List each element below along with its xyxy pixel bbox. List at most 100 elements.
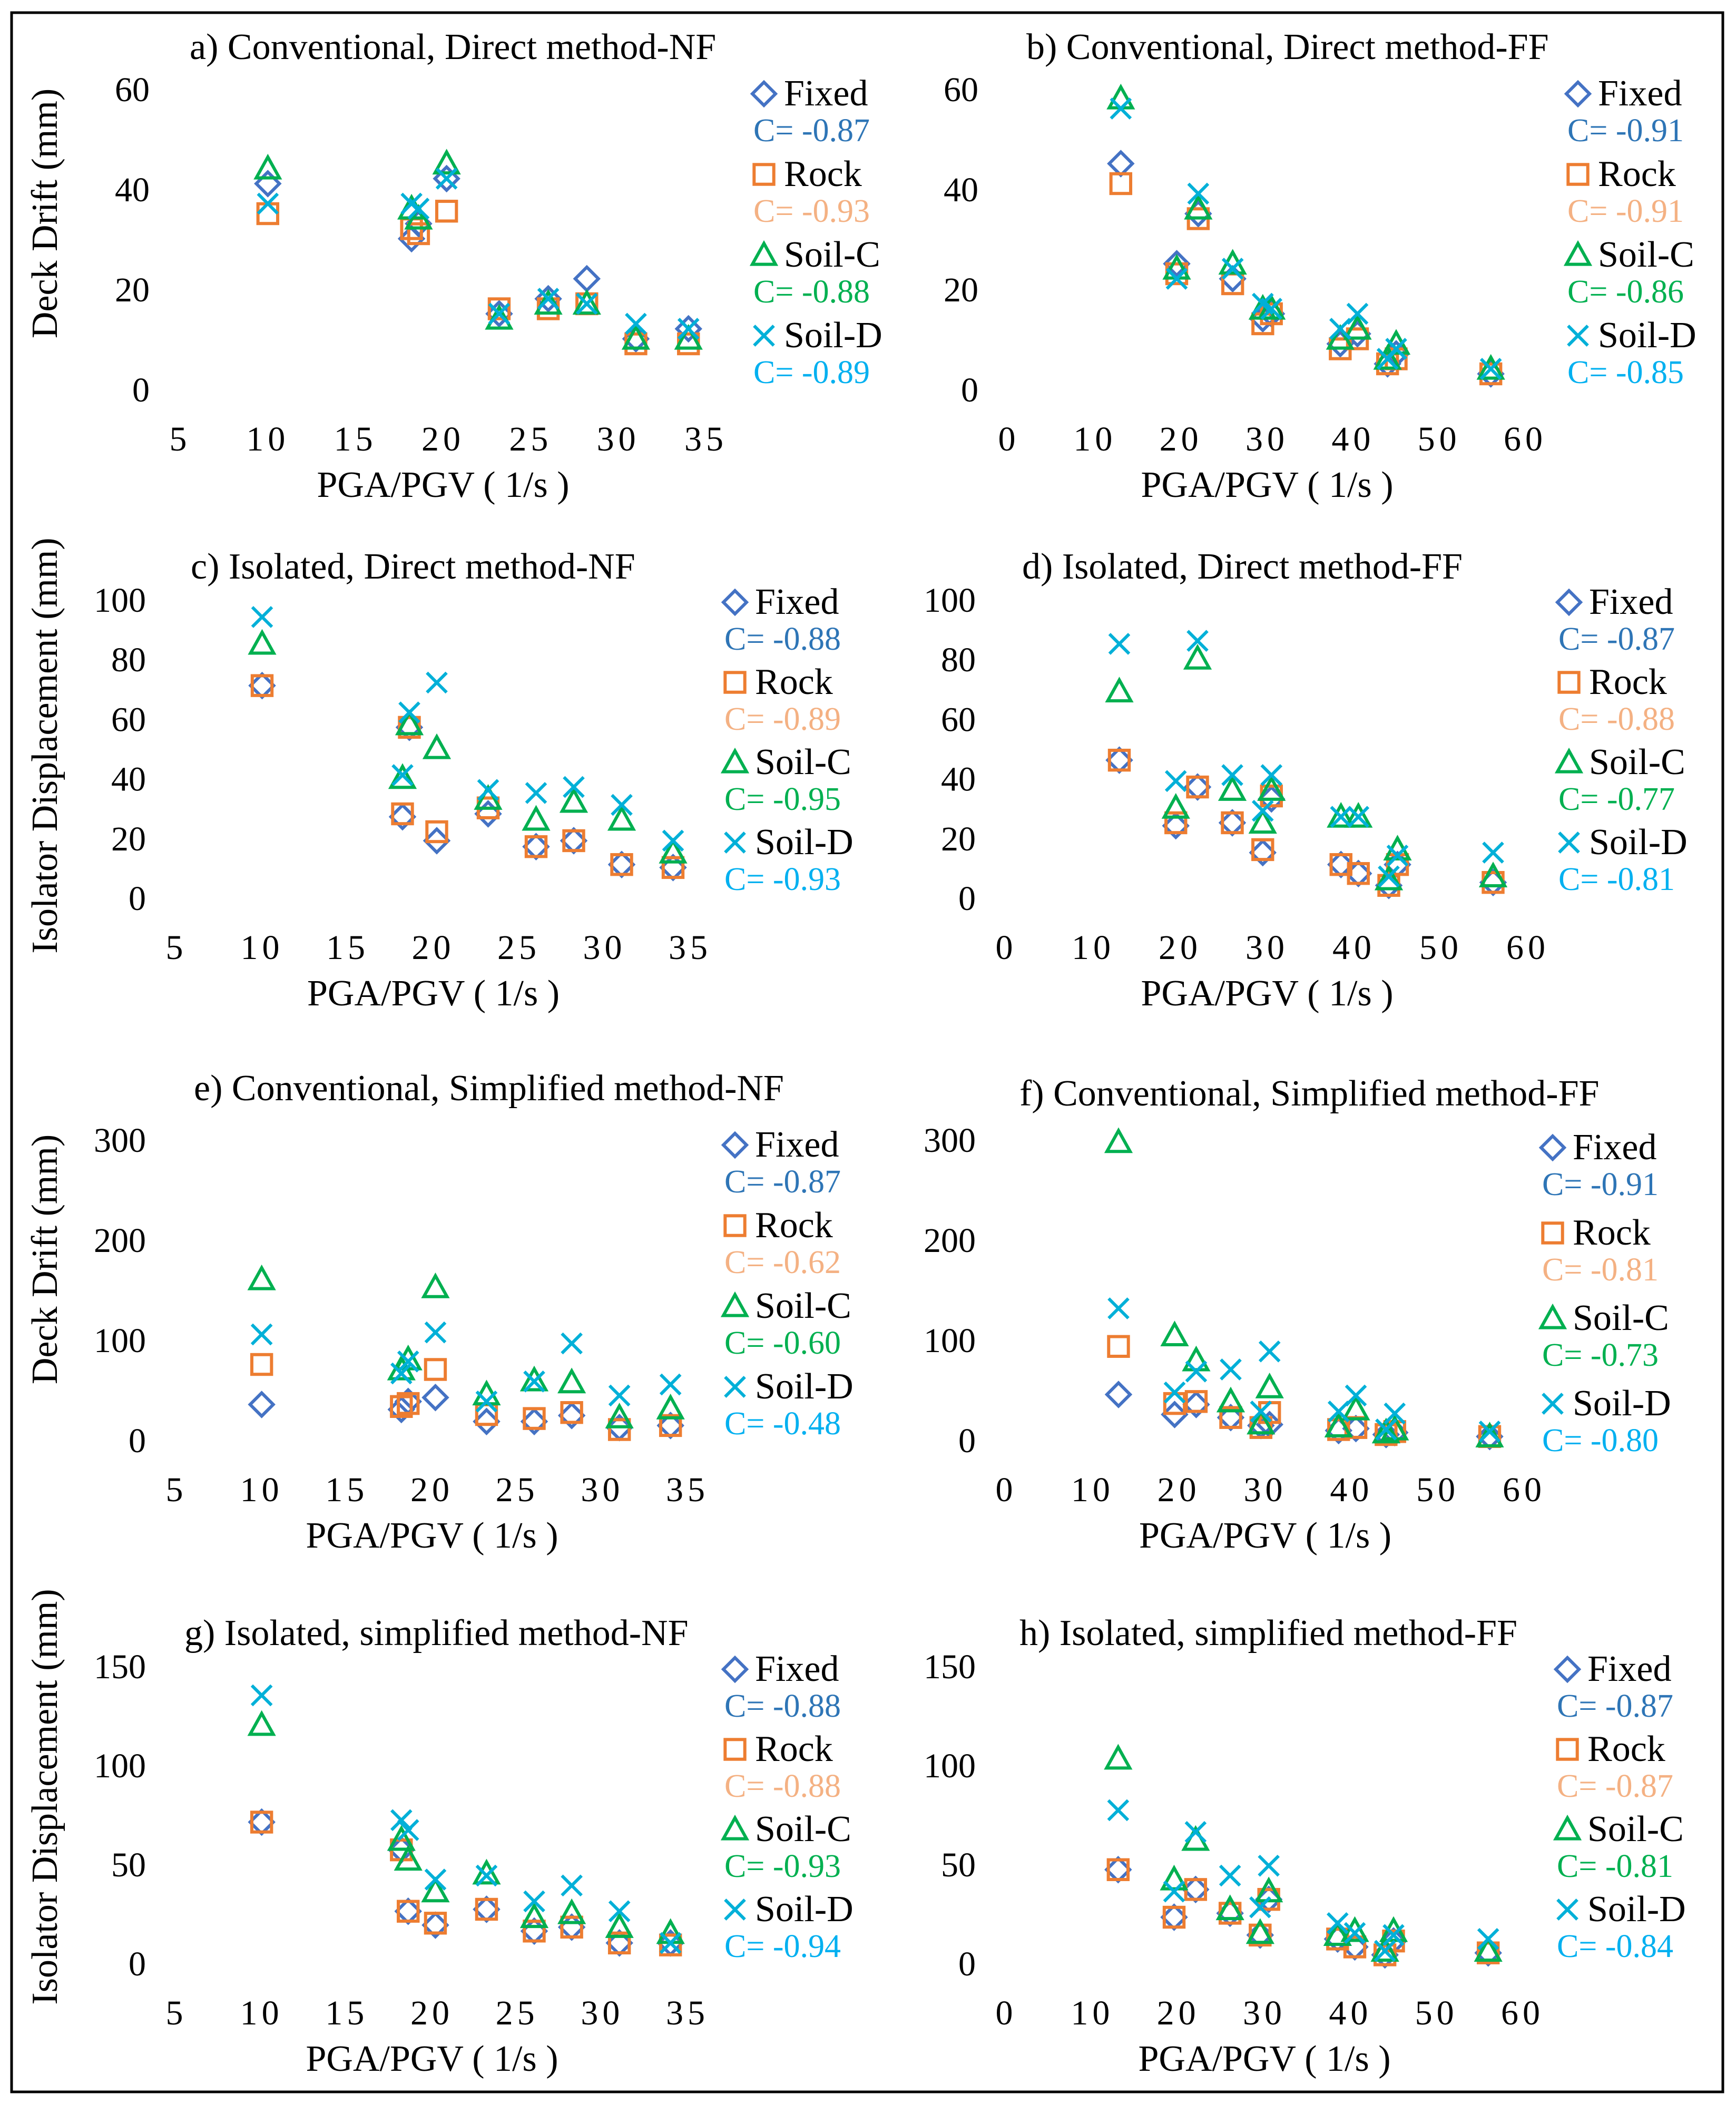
- data-point-soil-d: [677, 318, 700, 340]
- data-point-soil-d: [1378, 865, 1400, 888]
- data-point-soil-d: [250, 1684, 273, 1707]
- legend-label-rock: Rock: [1587, 1729, 1665, 1769]
- x-tick-label: 5: [166, 1994, 188, 2032]
- y-tick-label: 0: [129, 1945, 146, 1983]
- legend-label-soil-d: Soil-D: [1573, 1383, 1671, 1424]
- y-tick-label: 100: [924, 1747, 976, 1785]
- data-point-rock: [1164, 811, 1188, 835]
- data-point-soil-d: [257, 192, 279, 215]
- data-point-soil-c: [404, 203, 433, 230]
- panel-a: a) Conventional, Direct method-NF 0 20 40 60…: [115, 27, 882, 505]
- data-point-fixed: [1182, 1875, 1210, 1904]
- data-point-soil-c: [519, 1902, 549, 1929]
- x-tick-label: 10: [1072, 928, 1115, 967]
- data-point-soil-d: [575, 292, 598, 315]
- x-tick-label: 20: [410, 1994, 454, 2032]
- data-point-fixed: [1218, 809, 1247, 837]
- data-point-fixed: [1160, 1903, 1188, 1931]
- legend-label-soil-c: Soil-C: [755, 742, 851, 782]
- legend-marker-soil-d: [724, 831, 746, 854]
- figure-border: [10, 11, 1724, 2093]
- data-point-soil-d: [1258, 1854, 1280, 1877]
- data-point-soil-c: [1476, 354, 1505, 380]
- data-point-soil-d: [475, 1864, 498, 1887]
- correlation-label-soil-c: C= -0.81: [1557, 1848, 1673, 1884]
- correlation-label-soil-d: C= -0.89: [753, 355, 870, 390]
- x-tick-label: 40: [1331, 420, 1375, 458]
- data-point-soil-d: [250, 1323, 273, 1346]
- x-tick-label: 10: [240, 1471, 283, 1509]
- data-point-soil-c: [1344, 802, 1373, 828]
- data-point-rock: [391, 802, 414, 826]
- data-point-fixed: [473, 1895, 501, 1923]
- chart-title: h) Isolated, simplified method-FF: [1019, 1613, 1517, 1653]
- data-point-soil-d: [537, 288, 560, 310]
- data-point-soil-c: [1374, 864, 1404, 890]
- legend-label-rock: Rock: [755, 1205, 833, 1246]
- data-point-soil-c: [1160, 1864, 1189, 1891]
- data-point-soil-d: [1384, 1402, 1406, 1425]
- legend-marker-rock: [1557, 671, 1581, 694]
- x-tick-label: 25: [509, 420, 552, 458]
- x-tick-label: 35: [666, 1471, 709, 1509]
- x-tick-label: 20: [410, 1471, 454, 1509]
- data-point-soil-c: [656, 1393, 685, 1420]
- data-point-fixed: [522, 833, 550, 861]
- data-point-soil-d: [475, 1390, 498, 1413]
- correlation-label-soil-c: C= -0.86: [1567, 274, 1684, 310]
- data-point-rock: [487, 297, 511, 320]
- data-point-soil-d: [407, 198, 430, 220]
- data-point-rock: [523, 1920, 546, 1943]
- legend-label-soil-c: Soil-C: [1589, 742, 1685, 782]
- data-point-soil-d: [1184, 1821, 1207, 1843]
- data-point-soil-c: [1247, 1408, 1276, 1435]
- data-point-soil-d: [1260, 298, 1282, 320]
- y-tick-label: 100: [94, 581, 146, 620]
- data-point-fixed: [1476, 1423, 1504, 1451]
- panel-b: b) Conventional, Direct method-FF 0 20 40 60…: [944, 27, 1696, 505]
- correlation-label-rock: C= -0.89: [724, 701, 841, 737]
- chart-title: a) Conventional, Direct method-NF: [190, 27, 716, 67]
- y-tick-label: 0: [132, 371, 150, 409]
- x-tick-label: 20: [1158, 1471, 1201, 1509]
- data-point-fixed: [1249, 838, 1277, 867]
- data-point-soil-d: [523, 1890, 545, 1913]
- x-tick-label: 25: [497, 928, 541, 967]
- data-point-soil-c: [1323, 1920, 1352, 1946]
- y-tick-label: 200: [924, 1221, 976, 1260]
- x-tick-label: 30: [1245, 928, 1289, 967]
- correlation-label-soil-c: C= -0.88: [753, 274, 870, 310]
- data-point-soil-c: [607, 805, 636, 831]
- panel-e: e) Conventional, Simplified method-NF 0 10…: [94, 1068, 854, 1556]
- data-point-fixed: [1246, 1921, 1274, 1949]
- data-point-rock: [560, 1401, 583, 1424]
- data-point-soil-c: [1327, 802, 1356, 828]
- data-point-rock: [610, 853, 633, 876]
- x-tick-label: 60: [1503, 1471, 1546, 1509]
- legend-marker-rock: [1556, 1738, 1579, 1761]
- x-tick-label: 30: [583, 928, 626, 967]
- data-point-soil-d: [1260, 764, 1283, 786]
- data-point-rock: [607, 1418, 631, 1441]
- data-point-soil-d: [390, 1362, 413, 1385]
- y-tick-label: 100: [924, 1322, 976, 1360]
- data-point-soil-d: [397, 1350, 419, 1373]
- data-point-fixed: [1327, 850, 1355, 878]
- x-axis-label: PGA/PGV ( 1/s ): [1138, 2039, 1390, 2079]
- data-point-soil-c: [1370, 1936, 1399, 1962]
- data-point-rock: [1343, 1935, 1367, 1959]
- correlation-label-soil-d: C= -0.94: [724, 1929, 841, 1964]
- data-point-fixed: [474, 800, 502, 828]
- legend-label-rock: Rock: [1573, 1212, 1651, 1253]
- chart-title: d) Isolated, Direct method-FF: [1022, 546, 1463, 587]
- y-tick-label: 40: [111, 760, 146, 799]
- y-tick-label: 0: [961, 371, 978, 409]
- data-point-rock: [1186, 775, 1209, 799]
- data-point-soil-c: [1340, 1916, 1369, 1942]
- data-point-soil-d: [1165, 268, 1188, 290]
- data-point-soil-c: [557, 1898, 586, 1924]
- data-point-soil-c: [1324, 1412, 1353, 1437]
- legend-label-soil-d: Soil-D: [755, 1366, 854, 1407]
- legend-label-rock: Rock: [1589, 662, 1667, 702]
- data-point-soil-c: [1104, 1744, 1133, 1770]
